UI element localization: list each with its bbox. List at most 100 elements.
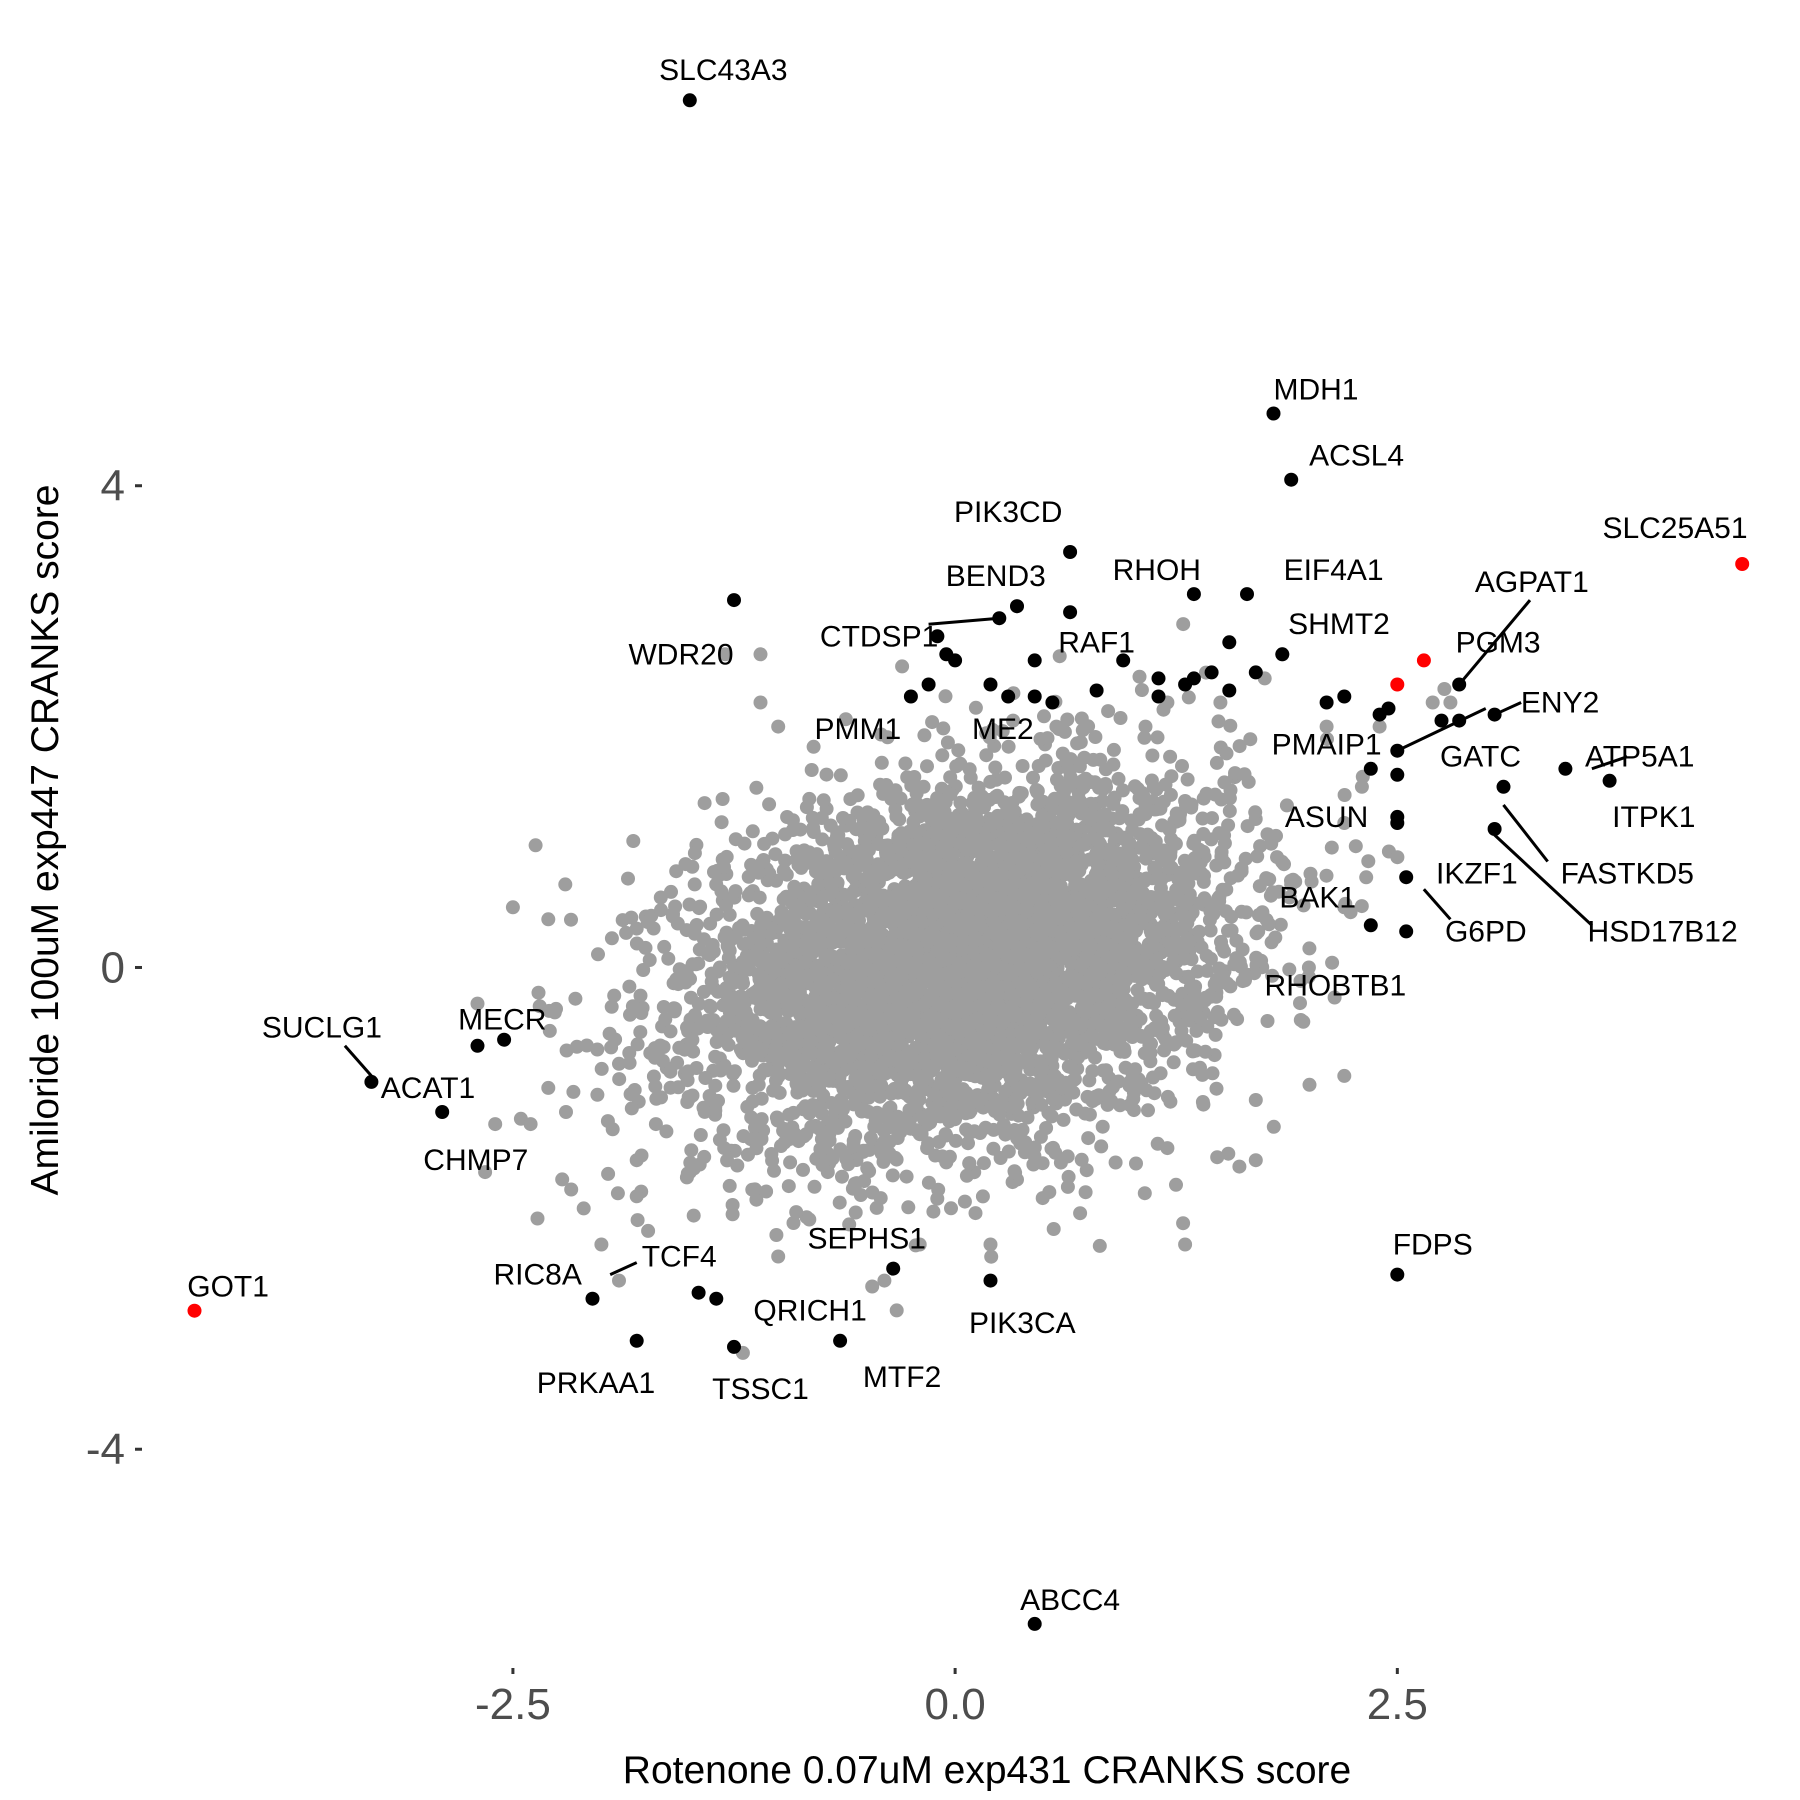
cloud-point: [564, 1182, 579, 1197]
cloud-point: [590, 1042, 605, 1057]
cloud-point: [1128, 1027, 1143, 1041]
cloud-point: [1359, 870, 1374, 885]
cloud-point: [1042, 1185, 1057, 1200]
cloud-point: [956, 933, 971, 948]
cloud-point: [983, 818, 998, 833]
cloud-point: [685, 1088, 700, 1103]
cloud-point: [1033, 1020, 1048, 1035]
cloud-point: [736, 976, 750, 991]
cloud-point: [1047, 791, 1062, 806]
cloud-point: [880, 730, 895, 745]
cloud-point: [906, 904, 921, 919]
cloud-point: [898, 992, 913, 1007]
cloud-point: [657, 939, 672, 954]
cloud-point: [717, 860, 731, 875]
cloud-point: [786, 1037, 801, 1052]
cloud-point: [633, 1025, 648, 1040]
cloud-point: [1086, 973, 1101, 988]
cloud-point: [973, 857, 988, 872]
cloud-point: [641, 1223, 656, 1238]
cloud-point: [1013, 1136, 1028, 1151]
cloud-point: [1154, 872, 1169, 887]
cloud-point: [1196, 791, 1211, 806]
cloud-point: [923, 955, 938, 970]
cloud-point: [736, 937, 751, 952]
cloud-point: [815, 1069, 830, 1084]
cloud-point: [799, 1210, 814, 1225]
cloud-point: [705, 938, 720, 952]
cloud-point: [840, 1019, 855, 1034]
cloud-point: [872, 859, 887, 874]
cloud-point: [758, 1028, 773, 1043]
cloud-point: [624, 1101, 639, 1116]
cloud-point: [1035, 873, 1050, 888]
cloud-point: [973, 1092, 988, 1107]
cloud-point: [1156, 985, 1171, 1000]
cloud-point: [1215, 940, 1230, 955]
cloud-point: [958, 1106, 973, 1121]
cloud-point: [630, 1037, 645, 1052]
cloud-point: [1008, 1165, 1023, 1180]
cloud-point: [877, 1133, 892, 1148]
cloud-point: [684, 990, 698, 1005]
cloud-point: [1050, 772, 1064, 787]
cloud-point: [1088, 1089, 1103, 1104]
cloud-point: [1032, 794, 1047, 809]
cloud-point: [888, 1150, 903, 1165]
cloud-point: [1137, 1186, 1152, 1201]
cloud-point: [828, 844, 843, 859]
cloud-point: [804, 1006, 818, 1021]
cloud-point: [851, 844, 866, 859]
cloud-point: [959, 985, 974, 1000]
cloud-point: [1057, 724, 1072, 739]
cloud-point: [885, 1168, 900, 1183]
cloud-point: [998, 770, 1012, 785]
cloud-point: [1137, 730, 1152, 745]
cloud-point: [998, 1084, 1013, 1099]
cloud-point: [1204, 989, 1219, 1004]
cloud-point: [735, 918, 750, 933]
cloud-point: [531, 985, 546, 1000]
cloud-point: [1208, 1027, 1223, 1042]
cloud-point: [714, 815, 729, 830]
cloud-point: [1210, 1005, 1225, 1019]
cloud-point: [1189, 1023, 1204, 1038]
cloud-point: [832, 1195, 847, 1210]
cloud-point: [762, 797, 777, 812]
cloud-point: [938, 1127, 953, 1142]
cloud-point: [1027, 1148, 1042, 1163]
cloud-point: [804, 1034, 819, 1049]
cloud-point: [867, 880, 882, 895]
cloud-point: [1046, 1140, 1061, 1155]
cloud-point: [875, 1057, 890, 1072]
cloud-point: [1126, 1085, 1141, 1100]
cloud-point: [1261, 916, 1276, 931]
cloud-point: [1266, 1119, 1281, 1134]
cloud-point: [900, 1053, 915, 1068]
cloud-point: [970, 813, 985, 828]
cloud-point: [726, 1078, 741, 1093]
cloud-point: [1138, 719, 1153, 734]
cloud-point: [736, 1129, 751, 1144]
cloud-point: [871, 922, 886, 937]
cloud-point: [1046, 1092, 1060, 1107]
cloud-point: [624, 910, 639, 925]
cloud-point: [604, 999, 619, 1014]
cloud-point: [811, 934, 826, 949]
cloud-point: [542, 1023, 557, 1038]
cloud-point: [696, 984, 711, 999]
cloud-point: [648, 1117, 663, 1132]
cloud-point: [1184, 797, 1199, 812]
cloud-point: [809, 982, 824, 996]
cloud-point: [766, 1047, 781, 1062]
cloud-point: [1021, 1078, 1036, 1093]
cloud-point: [1060, 1149, 1075, 1164]
cloud-point: [1115, 902, 1130, 917]
cloud-point: [478, 1165, 493, 1180]
cloud-point: [874, 1078, 889, 1093]
cloud-point: [899, 1169, 914, 1184]
cloud-point: [978, 846, 993, 861]
cloud-point: [1260, 1014, 1275, 1028]
cloud-point: [933, 1075, 948, 1090]
cloud-point: [806, 739, 821, 754]
